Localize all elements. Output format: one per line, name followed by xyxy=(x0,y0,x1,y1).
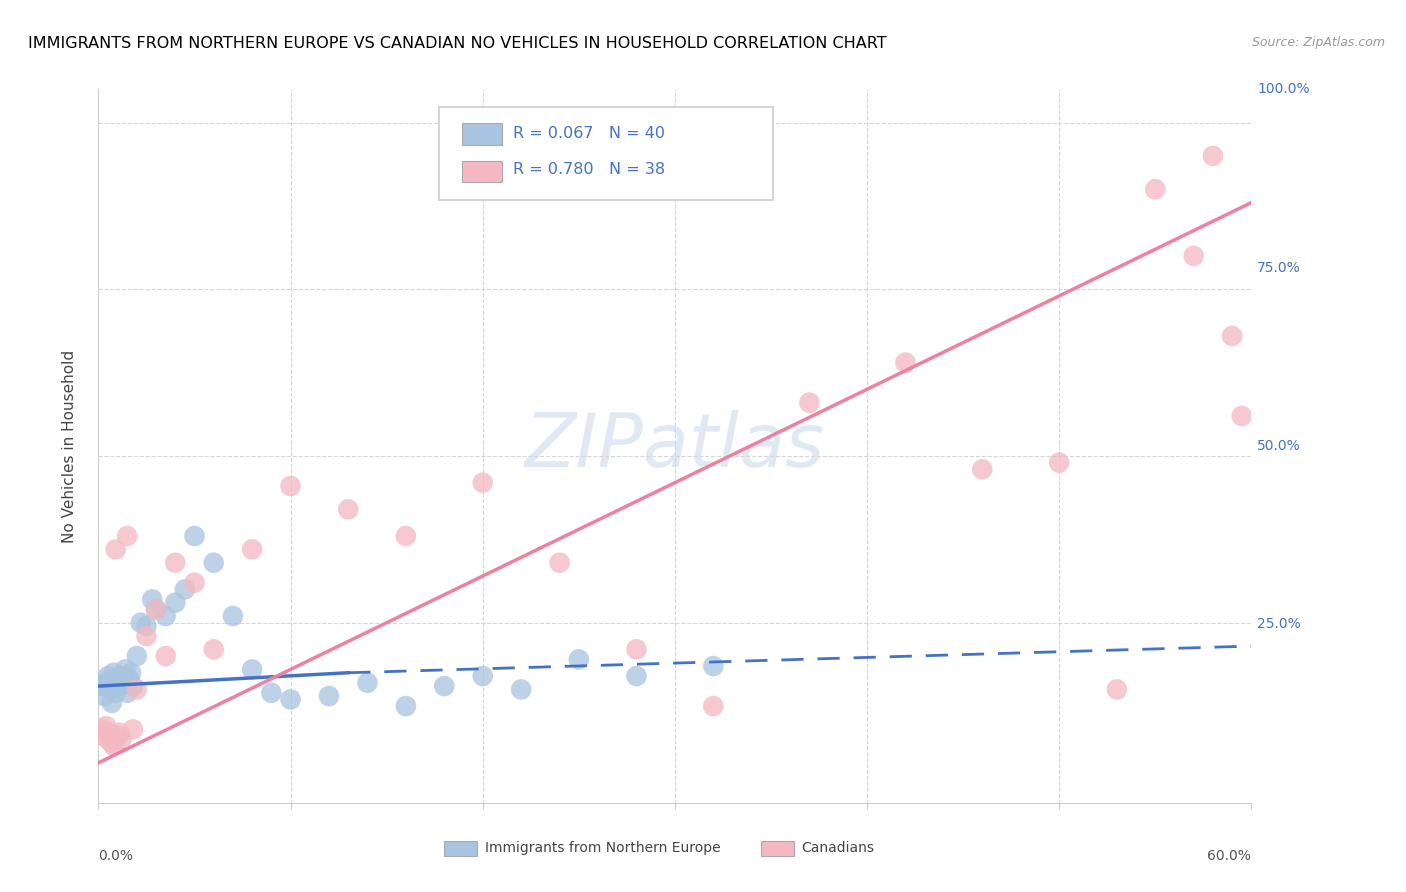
Point xyxy=(98,682,121,697)
Point xyxy=(174,582,197,597)
Point xyxy=(202,642,225,657)
Text: 50.0%: 50.0% xyxy=(1257,439,1301,453)
Point xyxy=(1202,149,1225,163)
Point xyxy=(91,723,114,737)
Point xyxy=(183,529,205,543)
Point xyxy=(114,662,136,676)
Point xyxy=(125,649,148,664)
Point xyxy=(110,669,132,683)
Point xyxy=(894,356,917,370)
Point xyxy=(103,665,125,680)
Point xyxy=(129,615,152,630)
Text: 75.0%: 75.0% xyxy=(1257,260,1301,275)
Point xyxy=(702,699,724,714)
Point xyxy=(112,675,135,690)
Bar xyxy=(444,840,477,856)
Point xyxy=(118,673,141,687)
Text: Canadians: Canadians xyxy=(801,841,875,855)
Point xyxy=(337,502,360,516)
Point xyxy=(1144,182,1167,196)
Point xyxy=(240,542,263,557)
Text: 100.0%: 100.0% xyxy=(1257,82,1310,96)
Point xyxy=(108,725,131,739)
Y-axis label: No Vehicles in Household: No Vehicles in Household xyxy=(62,350,77,542)
Text: 0.0%: 0.0% xyxy=(98,849,134,863)
Point xyxy=(107,729,129,743)
Point xyxy=(1182,249,1205,263)
Point xyxy=(280,479,302,493)
Point xyxy=(104,542,127,557)
Point xyxy=(98,725,121,739)
Point xyxy=(318,689,340,703)
Point xyxy=(135,619,157,633)
Point xyxy=(1047,456,1070,470)
Point xyxy=(183,575,205,590)
Text: IMMIGRANTS FROM NORTHERN EUROPE VS CANADIAN NO VEHICLES IN HOUSEHOLD CORRELATION: IMMIGRANTS FROM NORTHERN EUROPE VS CANAD… xyxy=(28,36,887,51)
Point xyxy=(240,662,263,676)
Text: ZIPatlas: ZIPatlas xyxy=(524,410,825,482)
Point xyxy=(97,669,120,683)
Point xyxy=(117,686,138,700)
Point xyxy=(135,629,157,643)
Text: R = 0.780   N = 38: R = 0.780 N = 38 xyxy=(513,162,665,178)
Point xyxy=(101,736,124,750)
Point xyxy=(280,692,302,706)
Point xyxy=(471,669,494,683)
Point xyxy=(122,679,145,693)
Point xyxy=(101,696,124,710)
Point xyxy=(395,699,418,714)
Point xyxy=(125,682,148,697)
Text: 25.0%: 25.0% xyxy=(1257,617,1301,632)
Bar xyxy=(461,161,502,182)
Point xyxy=(91,679,114,693)
Point xyxy=(141,592,163,607)
Bar xyxy=(762,840,793,856)
Point xyxy=(108,679,131,693)
Point xyxy=(1105,682,1128,697)
Point xyxy=(110,732,132,747)
Point xyxy=(356,675,378,690)
Point xyxy=(165,596,187,610)
Point xyxy=(702,659,724,673)
Text: R = 0.067   N = 40: R = 0.067 N = 40 xyxy=(513,126,665,141)
Point xyxy=(471,475,494,490)
Point xyxy=(145,602,167,616)
Point xyxy=(107,673,129,687)
Point xyxy=(145,602,167,616)
Point xyxy=(155,609,177,624)
Point xyxy=(202,556,225,570)
Point xyxy=(165,556,187,570)
Point xyxy=(117,529,138,543)
Point xyxy=(260,686,283,700)
Point xyxy=(626,669,648,683)
Point xyxy=(104,686,127,700)
Point xyxy=(93,689,115,703)
FancyBboxPatch shape xyxy=(439,107,773,200)
Point xyxy=(94,719,117,733)
Point xyxy=(972,462,994,476)
Point xyxy=(1220,329,1243,343)
Point xyxy=(799,395,821,409)
Point xyxy=(1230,409,1253,423)
Point xyxy=(222,609,245,624)
Point xyxy=(626,642,648,657)
Point xyxy=(122,723,145,737)
Point xyxy=(93,729,115,743)
Point xyxy=(97,732,120,747)
Point xyxy=(120,665,142,680)
Point xyxy=(548,556,571,570)
Point xyxy=(568,652,591,666)
Text: Source: ZipAtlas.com: Source: ZipAtlas.com xyxy=(1251,36,1385,49)
Text: 60.0%: 60.0% xyxy=(1208,849,1251,863)
Point xyxy=(433,679,456,693)
Bar xyxy=(461,123,502,145)
Text: Immigrants from Northern Europe: Immigrants from Northern Europe xyxy=(485,841,720,855)
Point xyxy=(395,529,418,543)
Point xyxy=(510,682,533,697)
Point xyxy=(103,739,125,753)
Point xyxy=(94,675,117,690)
Point xyxy=(155,649,177,664)
